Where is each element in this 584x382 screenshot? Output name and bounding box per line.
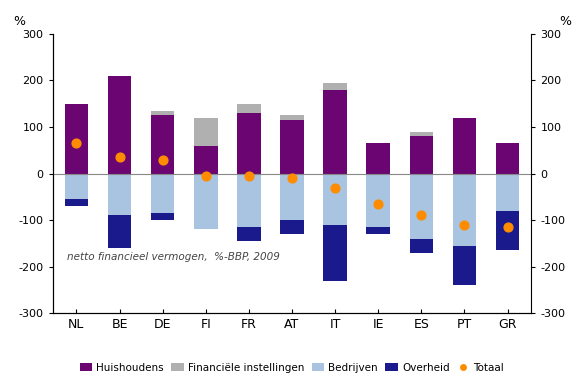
- Bar: [324, 173, 347, 225]
- Bar: [194, 173, 218, 230]
- Bar: [194, 118, 218, 146]
- Bar: [107, 173, 131, 215]
- Bar: [237, 173, 260, 227]
- Bar: [453, 246, 477, 285]
- Bar: [237, 113, 260, 173]
- Text: %: %: [559, 15, 571, 28]
- Point: [72, 140, 81, 146]
- Bar: [151, 115, 175, 173]
- Bar: [65, 199, 88, 206]
- Bar: [453, 173, 477, 246]
- Bar: [280, 173, 304, 220]
- Point: [287, 175, 297, 181]
- Point: [374, 201, 383, 207]
- Bar: [107, 76, 131, 173]
- Bar: [237, 104, 260, 113]
- Point: [503, 224, 512, 230]
- Point: [417, 212, 426, 219]
- Bar: [280, 220, 304, 234]
- Point: [331, 185, 340, 191]
- Bar: [409, 136, 433, 173]
- Bar: [194, 146, 218, 173]
- Bar: [65, 104, 88, 173]
- Bar: [366, 173, 390, 227]
- Bar: [280, 115, 304, 120]
- Bar: [151, 213, 175, 220]
- Bar: [409, 173, 433, 239]
- Point: [244, 173, 253, 179]
- Bar: [324, 83, 347, 90]
- Bar: [453, 118, 477, 173]
- Bar: [237, 227, 260, 241]
- Point: [158, 157, 167, 163]
- Bar: [366, 227, 390, 234]
- Bar: [496, 173, 519, 211]
- Bar: [366, 143, 390, 173]
- Text: %: %: [13, 15, 25, 28]
- Bar: [324, 225, 347, 281]
- Bar: [409, 132, 433, 136]
- Text: netto financieel vermogen,  %-BBP, 2009: netto financieel vermogen, %-BBP, 2009: [67, 253, 280, 262]
- Point: [115, 154, 124, 160]
- Point: [201, 173, 210, 179]
- Bar: [324, 90, 347, 173]
- Bar: [409, 239, 433, 253]
- Bar: [107, 215, 131, 248]
- Point: [460, 222, 469, 228]
- Bar: [496, 211, 519, 250]
- Bar: [151, 111, 175, 115]
- Bar: [151, 173, 175, 213]
- Legend: Huishoudens, Financiële instellingen, Bedrijven, Overheid, Totaal: Huishoudens, Financiële instellingen, Be…: [75, 358, 509, 377]
- Bar: [496, 143, 519, 173]
- Bar: [65, 173, 88, 199]
- Bar: [280, 120, 304, 173]
